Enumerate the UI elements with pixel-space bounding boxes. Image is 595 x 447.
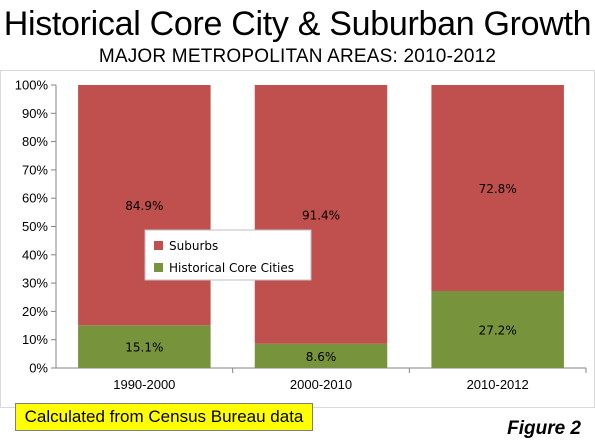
page-title: Historical Core City & Suburban Growth: [3, 5, 592, 43]
legend-swatch: [154, 263, 163, 272]
bar-historical-core-cities: [254, 343, 388, 368]
y-tick-label: 50%: [22, 219, 48, 234]
y-tick-label: 20%: [22, 304, 48, 319]
bar-historical-core-cities: [78, 325, 211, 368]
data-label: 91.4%: [302, 208, 340, 222]
bar-historical-core-cities: [431, 291, 564, 368]
x-category-label: 2010-2012: [467, 377, 529, 392]
data-label: 72.8%: [479, 182, 517, 196]
bar-suburbs: [431, 85, 564, 292]
legend-label: Historical Core Cities: [169, 261, 294, 275]
y-tick-label: 30%: [22, 276, 48, 291]
y-tick-label: 10%: [22, 332, 48, 347]
y-tick-label: 0%: [29, 361, 48, 376]
x-category-label: 2000-2010: [290, 377, 352, 392]
data-label: 84.9%: [125, 199, 163, 213]
source-note: Calculated from Census Bureau data: [15, 403, 313, 431]
legend-swatch: [154, 241, 163, 250]
y-tick-label: 80%: [22, 134, 48, 149]
data-label: 8.6%: [306, 350, 337, 364]
legend-label: Suburbs: [169, 239, 218, 253]
page-subtitle: MAJOR METROPOLITAN AREAS: 2010-2012: [98, 46, 497, 67]
y-tick-label: 60%: [22, 191, 48, 206]
figure-label: Figure 2: [507, 418, 581, 439]
stacked-bar-chart: 0% 10% 20% 30% 40% 50% 60% 70% 80% 90% 100% 15.1% 84…: [15, 78, 587, 392]
bar-suburbs: [254, 85, 388, 344]
y-tick-label: 40%: [22, 247, 48, 262]
legend-box: [144, 229, 312, 281]
bar-suburbs: [78, 85, 211, 326]
x-category-label: 1990-2000: [113, 377, 175, 392]
chart-frame: 0% 10% 20% 30% 40% 50% 60% 70% 80% 90% 100% 15.1% 84…: [0, 70, 595, 408]
y-tick-label: 100%: [15, 78, 49, 93]
y-tick-label: 70%: [22, 162, 48, 177]
data-label: 15.1%: [125, 341, 163, 355]
y-tick-label: 90%: [22, 106, 48, 121]
data-label: 27.2%: [479, 324, 517, 338]
